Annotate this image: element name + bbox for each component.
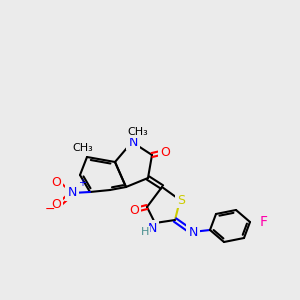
Text: F: F [260,215,268,229]
Text: −: − [45,202,55,215]
Text: S: S [177,194,185,206]
Text: N: N [128,136,138,148]
Text: N: N [188,226,198,238]
Text: O: O [51,176,61,188]
Text: H: H [141,227,149,237]
Text: CH₃: CH₃ [128,127,148,137]
Text: O: O [51,197,61,211]
Text: O: O [129,203,139,217]
Text: CH₃: CH₃ [73,143,93,153]
Text: N: N [147,221,157,235]
Text: O: O [160,146,170,158]
Text: +: + [78,178,86,188]
Text: N: N [67,187,77,200]
